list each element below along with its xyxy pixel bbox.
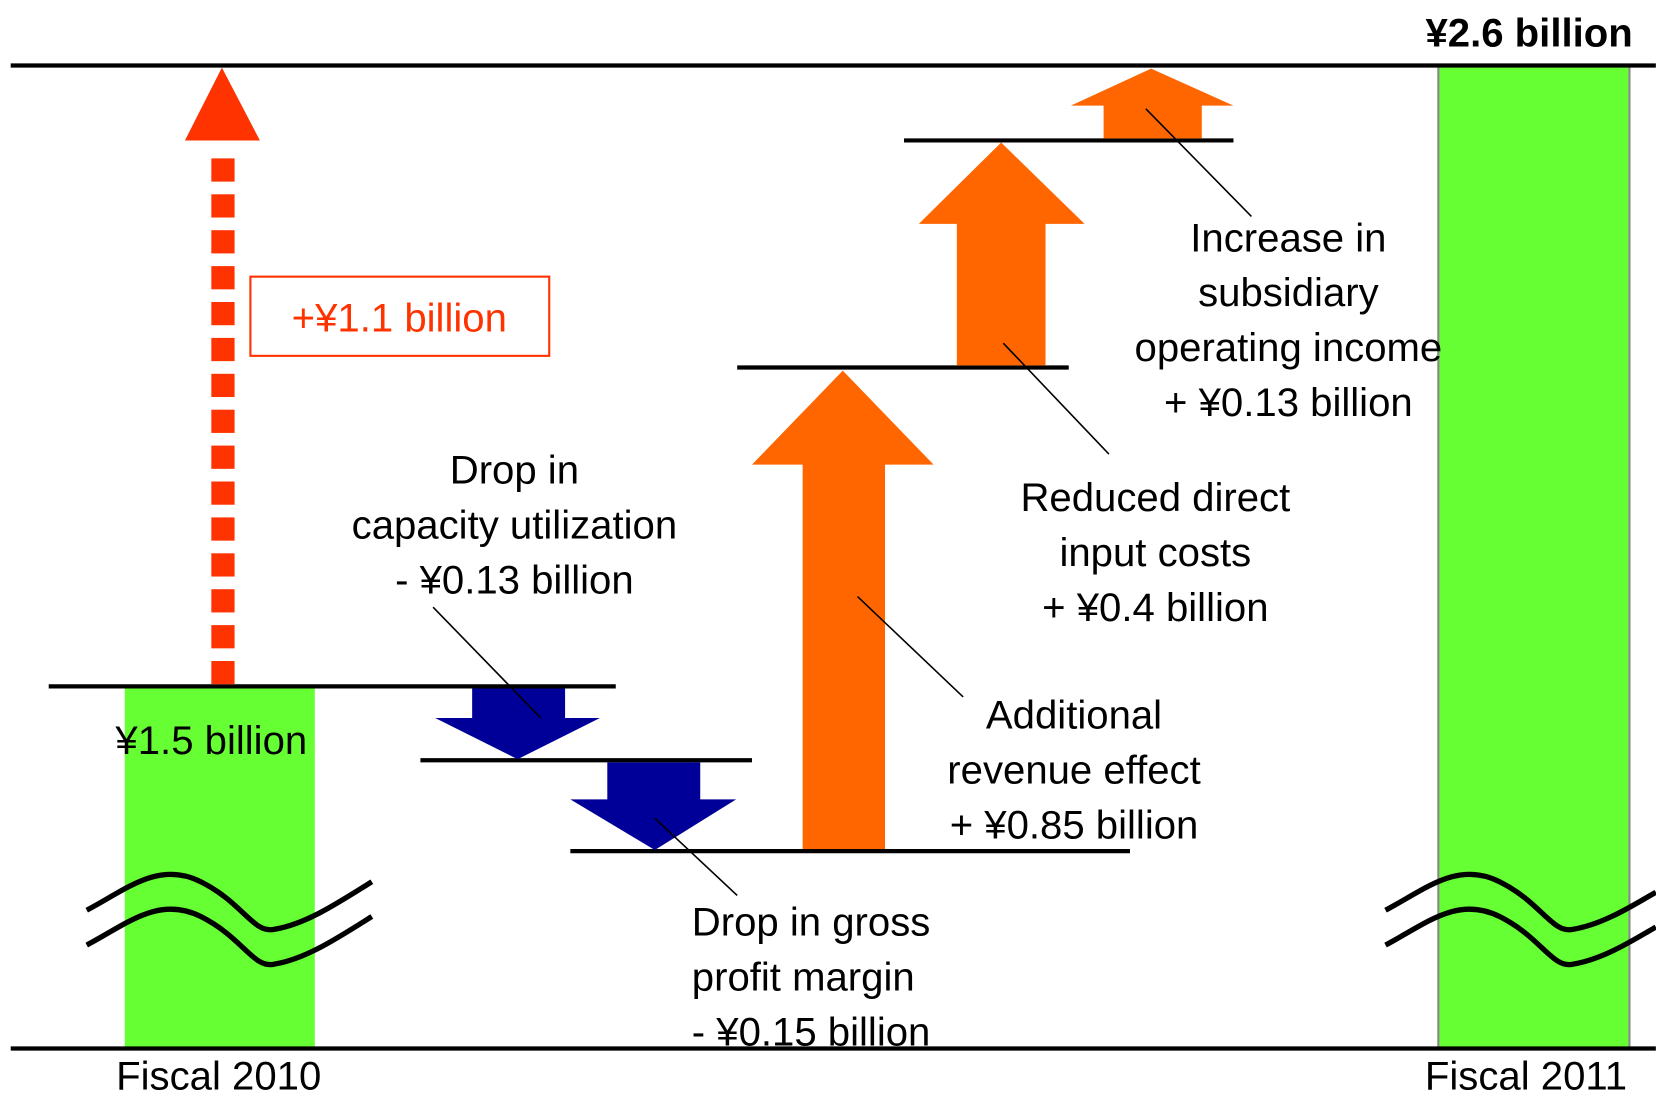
step-label: Increase in	[1190, 215, 1386, 260]
step-label: capacity utilization	[352, 503, 677, 548]
step-label: + ¥0.85 billion	[950, 802, 1199, 847]
end-label: Fiscal 2011	[1425, 1054, 1627, 1095]
fiscal-2011-bar	[1437, 64, 1631, 1050]
start-label: Fiscal 2010	[116, 1054, 321, 1095]
step-label: - ¥0.13 billion	[395, 557, 634, 602]
break-left	[85, 871, 374, 968]
step-label: subsidiary	[1198, 270, 1379, 315]
up-arrow	[1070, 68, 1234, 139]
step-label: Drop in gross	[692, 900, 931, 945]
leader	[654, 817, 738, 897]
start-value: ¥1.5 billion	[114, 718, 307, 763]
fiscal-2010-bar	[124, 686, 315, 1049]
step-label: + ¥0.4 billion	[1042, 585, 1268, 630]
step-label: - ¥0.15 billion	[692, 1009, 931, 1054]
step-label: Drop in	[450, 448, 579, 493]
step-label: profit margin	[692, 954, 915, 999]
leader	[1145, 108, 1252, 218]
up-arrow	[918, 142, 1085, 366]
step-label: + ¥0.13 billion	[1164, 380, 1413, 425]
up-arrow	[751, 370, 934, 849]
step-label: Reduced direct	[1020, 475, 1290, 520]
total-box	[249, 275, 551, 357]
leader	[1002, 342, 1110, 455]
step-label: operating income	[1135, 325, 1443, 370]
leader	[432, 606, 542, 719]
total-change: +¥1.1 billion	[292, 296, 507, 341]
leader	[857, 596, 964, 698]
total-arrow	[184, 67, 260, 685]
step-label: input costs	[1059, 530, 1251, 575]
down-arrow	[435, 688, 600, 760]
step-label: Additional	[986, 693, 1162, 738]
break-right	[1384, 871, 1656, 968]
end-value: ¥2.6 billion	[1425, 10, 1632, 55]
down-arrow	[570, 762, 737, 851]
step-label: revenue effect	[947, 748, 1200, 793]
